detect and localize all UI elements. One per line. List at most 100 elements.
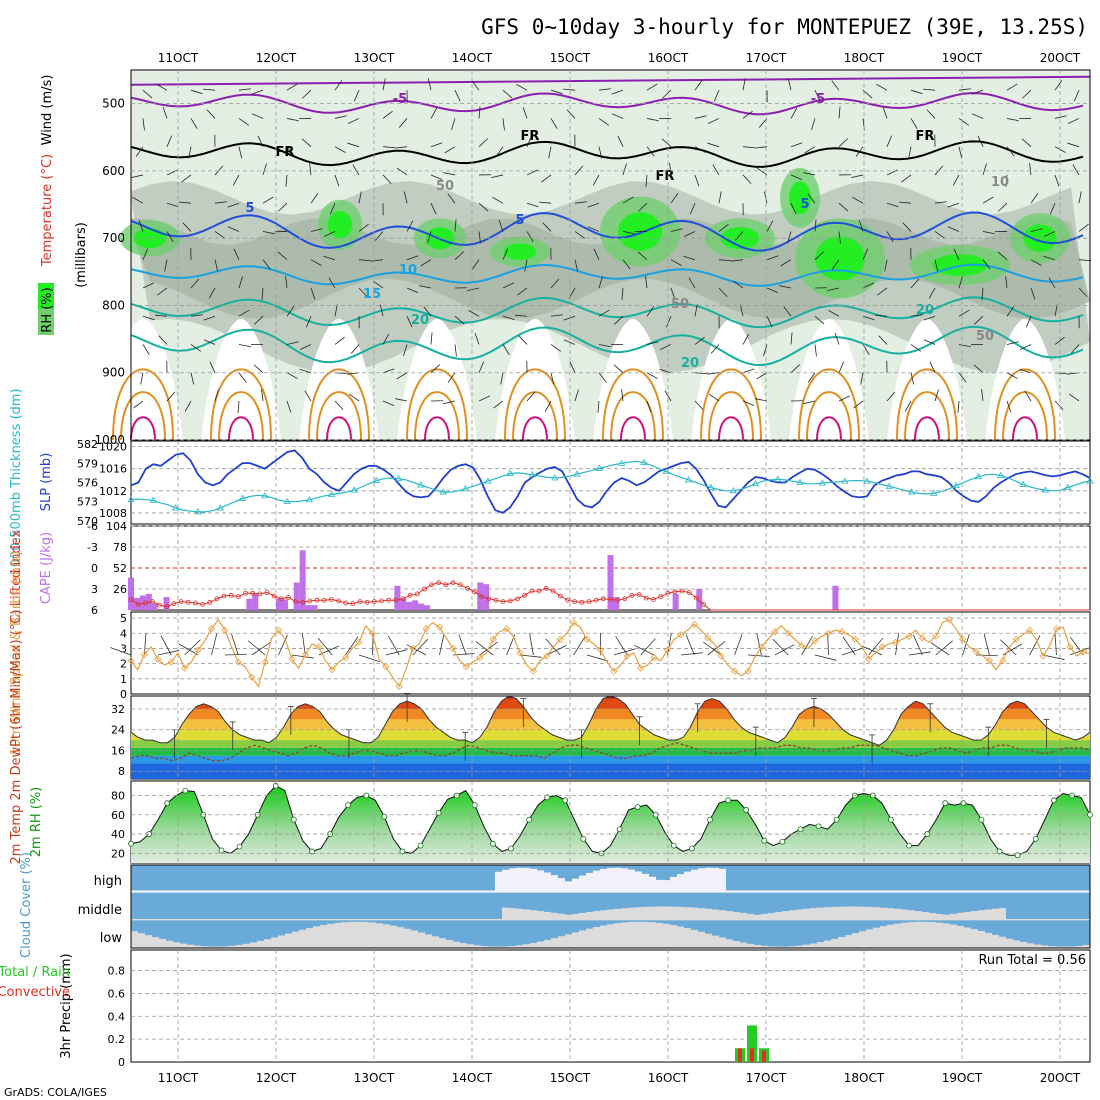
li-point <box>522 592 528 598</box>
wind-barb <box>838 395 851 402</box>
wind-barb <box>190 314 203 317</box>
wind-barb <box>718 223 729 232</box>
wind-barb <box>860 372 864 385</box>
wind-speed-point <box>932 632 940 640</box>
temp-tick-label: 32 <box>111 703 125 716</box>
bottom-date-axis: 11OCT 12OCT 13OCT 14OCT 15OCT 16OCT 17OCT 18OCT… <box>158 1071 1081 1085</box>
cloud-high-cell <box>950 890 957 893</box>
wind-barb <box>838 361 845 373</box>
wind-barb <box>519 654 542 658</box>
cloud-low-cell <box>320 924 327 948</box>
cloud-high-cell <box>243 890 250 893</box>
cloud-high-cell <box>649 876 656 893</box>
thickness-point <box>796 478 804 485</box>
rh-point <box>562 797 569 804</box>
wind-barb <box>352 164 360 176</box>
wind-barb <box>1021 138 1032 147</box>
cloud-high-cell <box>1048 890 1055 893</box>
cloud-mid-cell <box>929 912 936 921</box>
cloud-low-cell <box>586 928 593 948</box>
cloud-mid-cell <box>243 918 250 921</box>
wind-speed-point <box>717 652 725 660</box>
wind-barb <box>742 333 750 345</box>
wind-barb <box>539 201 552 204</box>
wind-barb <box>550 372 555 385</box>
cloud-low-cell <box>159 938 166 948</box>
isotherm <box>610 391 656 441</box>
wind-barb <box>550 314 563 317</box>
cloud-high-cell <box>726 890 733 893</box>
isotherm <box>130 325 1084 367</box>
cloud-low-cell <box>810 943 817 948</box>
wind-barb <box>214 231 226 239</box>
wind-barb <box>329 203 336 215</box>
cloud-high-cell <box>425 890 432 893</box>
isotherm <box>1002 391 1048 441</box>
cape-bar <box>696 589 703 610</box>
thickness-point <box>506 469 514 476</box>
cloud-high-cell <box>936 890 943 893</box>
contour-label: 20 <box>411 313 429 328</box>
wind-barb <box>598 372 607 383</box>
wind-barb <box>804 146 816 154</box>
isotherm <box>130 140 1084 168</box>
wind-barb <box>387 635 400 656</box>
wind-barb <box>886 231 894 242</box>
wind-barb <box>371 259 384 262</box>
wind-barb <box>958 88 971 91</box>
wind-barb <box>613 364 624 374</box>
li-point <box>500 599 506 604</box>
wind-barb <box>262 259 271 270</box>
li-point <box>257 591 263 597</box>
wind-barb <box>334 115 347 119</box>
wind-barb <box>742 110 753 119</box>
cloud-low-cell <box>992 934 999 948</box>
wind-barb <box>495 146 504 157</box>
cloud-high-cell <box>229 890 236 893</box>
isotherm <box>326 416 352 441</box>
wind-speed-point <box>838 628 846 636</box>
wind-barb <box>756 167 768 176</box>
wind-barb <box>958 344 971 348</box>
thickness-point <box>149 496 158 503</box>
cloud-mid-cell <box>698 908 705 921</box>
wind-barb <box>142 248 149 260</box>
rh-point <box>942 800 949 807</box>
cloud-low-cell <box>355 921 362 948</box>
wind-speed-point <box>1052 625 1061 633</box>
wind-barb <box>214 259 219 272</box>
cloud-high-cell <box>446 890 453 893</box>
cloud-low-cell <box>194 945 201 948</box>
cloud-high-cell <box>670 876 677 893</box>
cloud-low-cell <box>383 924 390 948</box>
thickness-point <box>684 476 693 483</box>
wind-barb <box>766 287 779 294</box>
temperature-legend-label: Temperature (°C) <box>40 154 55 267</box>
slp-tick-label: 1012 <box>99 485 127 498</box>
li-point <box>550 588 556 594</box>
cloud-high-cell <box>285 890 292 893</box>
rh-point <box>489 840 496 847</box>
isotherm <box>718 416 744 441</box>
cloud-mid-cell <box>474 918 481 921</box>
thickness-point <box>261 492 269 499</box>
wind-barb <box>622 231 635 235</box>
wind-barb <box>622 196 634 204</box>
wind-speed-point <box>301 650 309 659</box>
cloud-high-cell <box>579 875 586 893</box>
wind-barb <box>910 118 918 129</box>
wind-barb <box>790 332 793 345</box>
cloud-mid-cell <box>719 910 726 921</box>
cape-bar <box>311 605 318 610</box>
wind-frame <box>130 611 1091 695</box>
wind-speed-point <box>248 673 256 681</box>
wind-barb <box>877 287 888 296</box>
wind-barb <box>838 231 841 244</box>
rh-blob <box>789 181 811 215</box>
wind-barb <box>157 287 168 296</box>
thickness-point <box>930 489 938 496</box>
wind-barb <box>181 174 192 183</box>
wind-barb <box>430 364 441 374</box>
wind-barb <box>953 248 960 260</box>
cloud-mid-cell <box>425 918 432 921</box>
